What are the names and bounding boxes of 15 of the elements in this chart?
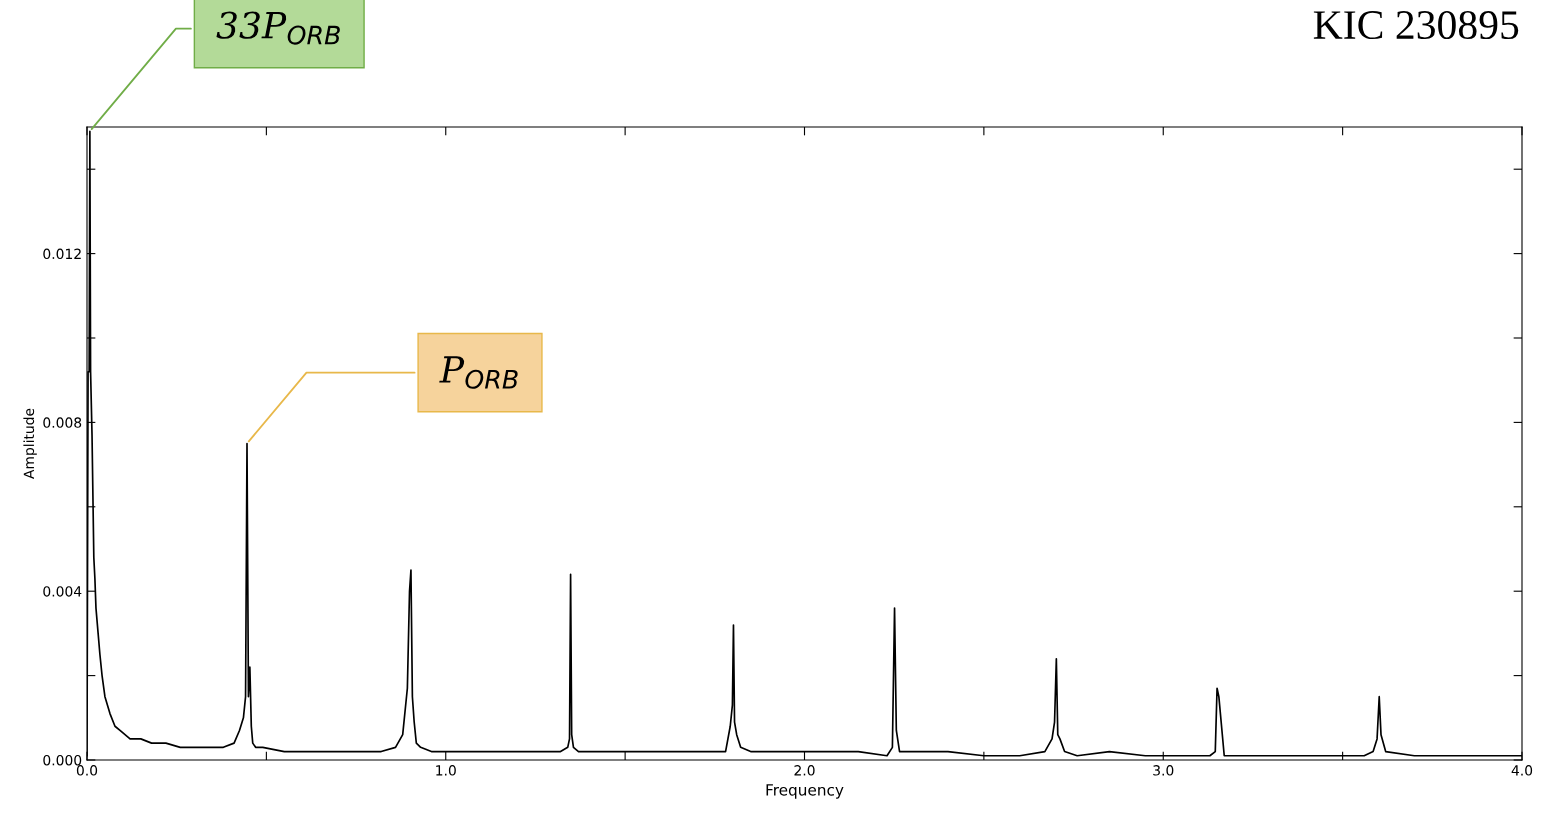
annotation: 33P$_{ORB}$: [216, 11, 340, 45]
y-tick-label: 0.008: [43, 417, 82, 428]
annotation: P$_{ORB}$: [439, 356, 518, 389]
y-tick-label: 0.004: [43, 586, 82, 597]
x-tick-label: 2.0: [794, 765, 815, 776]
y-tick-label: 0.000: [43, 754, 82, 766]
y-tick-label: 0.012: [43, 248, 81, 260]
line-series: [87, 130, 1522, 757]
x-tick-label: 4.0: [1511, 765, 1533, 776]
x-axis-title: Frequency: [766, 784, 844, 799]
x-tick-label: 0.0: [76, 765, 98, 776]
x-tick-label: 3.0: [1153, 765, 1174, 776]
y-axis-title: Amplitude: [23, 408, 37, 479]
x-tick-label: 1.0: [436, 765, 456, 776]
chart-title: KIC 230895: [1313, 10, 1519, 40]
